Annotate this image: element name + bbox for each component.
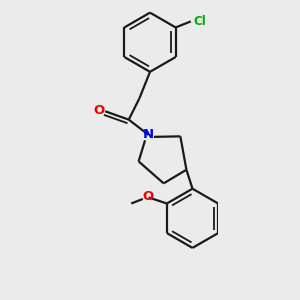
- Text: Cl: Cl: [193, 15, 206, 28]
- Text: N: N: [143, 128, 154, 141]
- Text: O: O: [94, 104, 105, 117]
- Text: O: O: [142, 190, 154, 203]
